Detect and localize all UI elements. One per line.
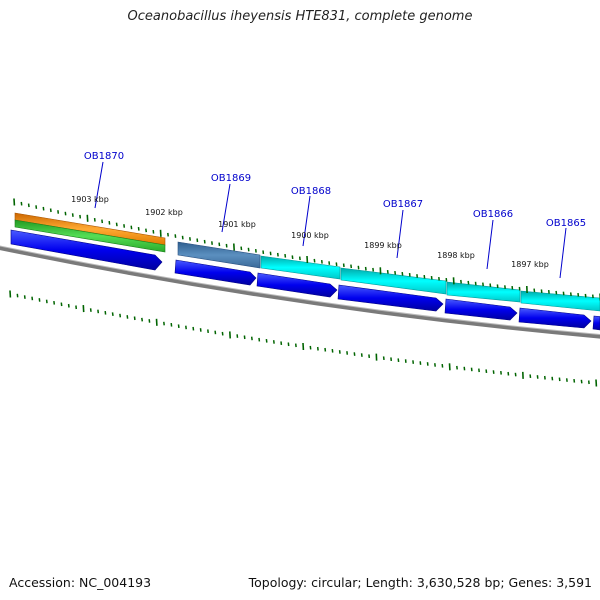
green-feature-band bbox=[14, 219, 166, 253]
gene-band-ob1867 bbox=[340, 267, 447, 295]
inner-tick bbox=[111, 312, 114, 317]
kbp-label-1899: 1899 kbp bbox=[364, 241, 402, 250]
kbp-label-1901: 1901 kbp bbox=[218, 220, 256, 229]
inner-tick-ring bbox=[9, 290, 598, 387]
kbp-label-1897: 1897 kbp bbox=[511, 260, 549, 269]
gene-band-ob1865 bbox=[520, 290, 600, 312]
cds-arrow-ob1865 bbox=[518, 307, 592, 329]
outer-tick-ring bbox=[13, 198, 600, 301]
gene-band-ob1868 bbox=[260, 255, 341, 280]
cds-arrow-ob1866 bbox=[444, 298, 518, 321]
outer-tick bbox=[145, 228, 148, 233]
gene-band-ob1866 bbox=[446, 281, 521, 303]
gene-label-ob1866: OB1866 bbox=[473, 209, 513, 220]
inner-tick bbox=[141, 317, 144, 322]
gene-band-ob1869 bbox=[177, 241, 261, 269]
genome-backbone bbox=[0, 245, 600, 339]
outer-tick bbox=[115, 222, 118, 227]
kbp-label-1898: 1898 kbp bbox=[437, 251, 475, 260]
cds-arrow-ob1868 bbox=[256, 272, 338, 298]
cds-arrow-ob1867 bbox=[337, 284, 444, 312]
gene-label-ob1868: OB1868 bbox=[291, 186, 331, 197]
gene-label-ob1870: OB1870 bbox=[84, 151, 124, 162]
gene-label-ob1865: OB1865 bbox=[546, 218, 586, 229]
map-title: Oceanobacillus iheyensis HTE831, complet… bbox=[127, 9, 473, 24]
genome-backbone-highlight bbox=[0, 245, 600, 336]
accession-text: Accession: NC_004193 bbox=[9, 575, 152, 590]
gene-label-ob1869: OB1869 bbox=[211, 173, 251, 184]
kbp-label-1903: 1903 kbp bbox=[71, 195, 109, 204]
cds-arrow-partial bbox=[592, 315, 600, 331]
kbp-label-1900: 1900 kbp bbox=[291, 231, 329, 240]
gene-label-ob1867: OB1867 bbox=[383, 199, 423, 210]
kbp-label-1902: 1902 kbp bbox=[145, 208, 183, 217]
cds-arrow-ob1869 bbox=[174, 259, 257, 286]
gene-leader-lines bbox=[94, 161, 567, 279]
cds-arrow-ob1870 bbox=[10, 229, 163, 271]
genome-summary-text: Topology: circular; Length: 3,630,528 bp… bbox=[248, 575, 592, 590]
